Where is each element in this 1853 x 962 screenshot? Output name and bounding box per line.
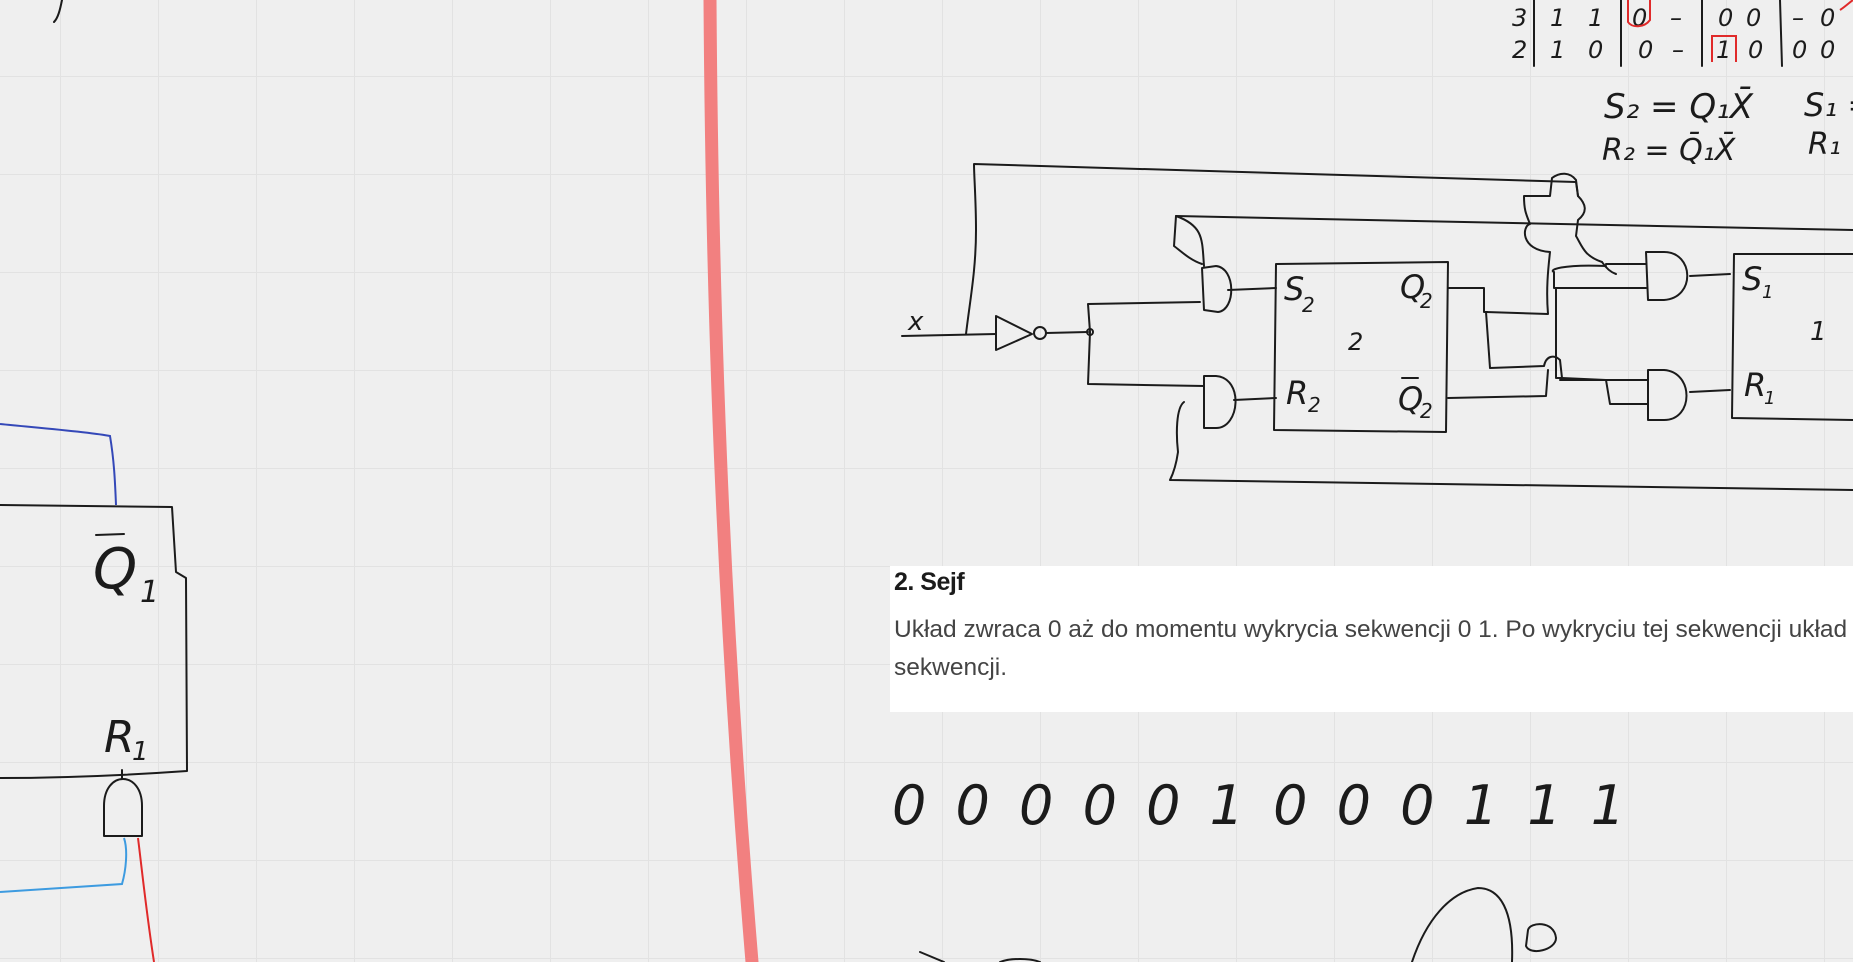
task-description: Układ zwraca 0 aż do momentu wykrycia se…	[894, 611, 1853, 687]
not-split-wire	[1087, 301, 1205, 387]
task-description-card: 2. Sejf Układ zwraca 0 aż do momentu wyk…	[890, 566, 1853, 712]
kmap-cell: 0	[1632, 4, 1647, 32]
and-gate-r2	[1203, 375, 1237, 429]
kmap-cell: 0	[1638, 36, 1653, 64]
arrow-fragment	[919, 951, 1041, 962]
equation-s2: S₂ = Q₁X̄	[1604, 86, 1754, 127]
r1-subscript: 1	[132, 737, 149, 767]
divider-stroke	[703, 0, 759, 962]
and-gate-s1	[1645, 251, 1689, 301]
and-gate-r1	[1647, 369, 1688, 421]
ff1-number: 1	[1810, 317, 1827, 347]
kmap-cell: 1	[1588, 4, 1603, 32]
ff2-r-sub: 2	[1308, 393, 1321, 417]
kmap-red-group	[1711, 35, 1737, 62]
kmap-grid-lines	[1533, 0, 1783, 67]
top-gate-input-wire	[1173, 215, 1203, 265]
ff1-r-sub: 1	[1764, 388, 1775, 409]
and-s2-output	[1227, 287, 1277, 291]
ff2-number: 2	[1348, 328, 1363, 356]
task-title: 2. Sejf	[894, 568, 965, 596]
kmap-cell: 1	[1550, 4, 1565, 32]
q1-bar-overline	[95, 533, 125, 536]
not-bubble	[1033, 326, 1047, 340]
q1-bar-subscript: 1	[140, 575, 159, 610]
equations: S₂ = Q₁X̄ R₂ = Q̄₁X̄ S₁ = R₁ =	[1602, 86, 1853, 168]
equation-r1: R₁ =	[1808, 127, 1853, 162]
ff1-r-label: R	[1744, 366, 1766, 404]
kmap-cell: 0	[1792, 36, 1807, 64]
feedback-wire-bottom	[1169, 401, 1853, 491]
task-line-1: Układ zwraca 0 aż do momentu wykrycia se…	[894, 616, 1853, 643]
sequence-sketch: 0 0 0 0 0 1 0 0 0 1 1 1	[892, 774, 1631, 837]
kmap-red-group	[1839, 0, 1853, 11]
crossing-wire	[1551, 195, 1649, 405]
ff2-qbar-label: Q	[1398, 380, 1423, 418]
kmap-cell: 0	[1746, 4, 1761, 32]
kmap-cell: 1	[1550, 36, 1565, 64]
handwritten-sequence: 0 0 0 0 0 1 0 0 0 1 1 1	[892, 774, 1631, 837]
and-gate-bottom	[103, 769, 143, 837]
equation-r2: R₂ = Q̄₁X̄	[1602, 132, 1737, 168]
kmap-cell: 0	[1588, 36, 1603, 64]
karnaugh-map: 3 1 1 0 – 0 0 – 0 2 1 0 0 – 1 0 0 0	[1512, 0, 1853, 67]
ff2-qbar-sub: 2	[1420, 399, 1433, 423]
input-label: x	[907, 307, 924, 337]
kmap-cell: 1	[1716, 36, 1731, 64]
flipflop-2-box	[1273, 261, 1449, 433]
left-circuit: Q 1 R 1	[0, 423, 188, 962]
kmap-row-index: 2	[1512, 36, 1527, 64]
equation-s1: S₁ =	[1804, 86, 1853, 124]
kmap-cell: 0	[1820, 4, 1835, 32]
kmap-row-index: 3	[1512, 4, 1527, 32]
ff2-q-label: Q	[1400, 268, 1425, 306]
ff2-qbar-output	[1447, 369, 1549, 399]
sequential-circuit: x S 2 Q 2 2 R 2 Q 2	[901, 163, 1853, 491]
and-s1-output	[1689, 273, 1731, 277]
and-s1-input	[1601, 261, 1647, 275]
r1-label: R	[104, 712, 135, 763]
and-gate-s2	[1201, 265, 1233, 313]
ff2-s-label: S	[1284, 270, 1304, 308]
red-wire	[137, 837, 155, 962]
not-gate	[995, 315, 1033, 351]
kmap-cell: 0	[1718, 4, 1733, 32]
feedback-wire-top	[965, 163, 1579, 335]
task-line-2: sekwencji.	[894, 654, 1008, 681]
kmap-cell: –	[1792, 4, 1804, 32]
and-r2-output	[1233, 397, 1277, 401]
ff2-s-sub: 2	[1302, 293, 1315, 317]
ff2-q-sub: 2	[1420, 289, 1433, 313]
input-wire	[901, 333, 997, 337]
state-diagram-fragment	[1411, 887, 1514, 962]
ff2-q-output	[1447, 172, 1579, 315]
ff1-s-sub: 1	[1762, 282, 1773, 303]
feedback-wire-mid	[1175, 215, 1853, 267]
kmap-cell: 0	[1748, 36, 1763, 64]
kmap-cell: –	[1672, 36, 1684, 64]
light-blue-wire	[0, 837, 128, 893]
kmap-red-group	[1627, 0, 1651, 28]
q1-bar-label: Q	[93, 537, 137, 602]
state-output-mark	[1525, 923, 1557, 953]
kmap-cell: –	[1670, 4, 1682, 32]
and-r1-output	[1689, 389, 1731, 393]
ff2-q-down	[1485, 311, 1563, 379]
ff1-s-label: S	[1742, 260, 1762, 298]
pen-stroke-fragment	[53, 0, 63, 23]
flipflop-1-box	[1731, 253, 1853, 421]
blue-wire	[0, 423, 117, 506]
kmap-cell: 0	[1820, 36, 1835, 64]
not-output-wire	[1045, 331, 1089, 334]
ff2-r-label: R	[1286, 374, 1308, 412]
